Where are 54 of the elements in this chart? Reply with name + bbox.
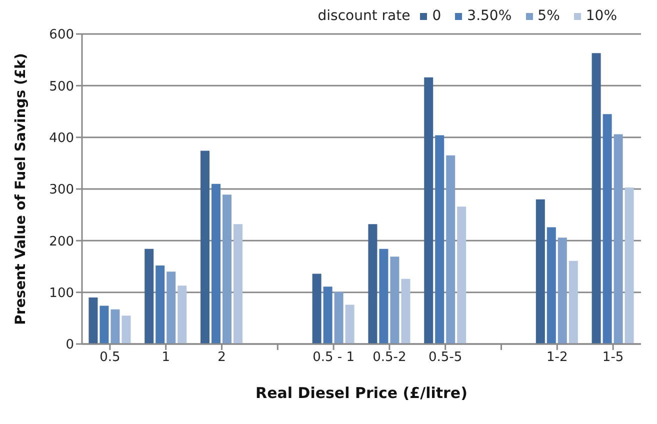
bar: [390, 256, 400, 344]
bar: [602, 114, 612, 344]
bar: [334, 292, 344, 344]
y-tick-label: 200: [49, 234, 74, 250]
bar: [200, 150, 210, 344]
x-tick-label: 0.5-5: [428, 350, 462, 366]
y-tick-label: 100: [49, 286, 74, 301]
y-tick-label: 0: [66, 338, 74, 353]
legend-label: 10%: [584, 8, 617, 24]
bar: [457, 206, 466, 344]
bar: [234, 224, 243, 344]
legend-label: 0: [431, 8, 442, 24]
x-axis-title: Real Diesel Price (£/litre): [256, 384, 468, 402]
bar: [401, 278, 410, 344]
x-tick-label: 0.5 - 1: [312, 350, 355, 366]
x-tick-label: 1: [162, 350, 170, 366]
bar: [546, 227, 556, 344]
y-tick-label: 500: [49, 79, 74, 94]
x-tick-label: 0.5-2: [372, 350, 406, 366]
bar: [424, 77, 434, 344]
bar: [166, 272, 176, 344]
bar: [614, 134, 623, 344]
x-tick-label: 1-2: [546, 350, 568, 366]
bar: [435, 135, 444, 344]
bar: [379, 248, 388, 344]
bar: [592, 53, 601, 344]
bar: [222, 194, 232, 344]
y-tick-label: 600: [49, 28, 74, 43]
bar: [624, 187, 634, 344]
bar: [536, 199, 545, 344]
bar: [558, 238, 567, 344]
bar: [312, 274, 322, 344]
x-tick-label: 2: [218, 350, 226, 366]
y-tick-label: 300: [49, 182, 74, 198]
bar: [156, 265, 165, 344]
legend-label: 5%: [536, 8, 560, 24]
y-axis-title: Present Value of Fuel Savings (£k): [12, 53, 29, 325]
bar: [212, 184, 221, 344]
y-tick-label: 400: [49, 130, 74, 146]
bar: [368, 224, 378, 344]
x-tick-label: 0.5: [100, 350, 120, 366]
bar: [446, 155, 456, 344]
bar: [345, 304, 354, 344]
bar: [88, 298, 98, 344]
bar: [144, 248, 154, 344]
bar: [323, 286, 332, 344]
bar: [100, 306, 109, 344]
bar: [122, 316, 131, 344]
x-tick-label: 1-5: [602, 350, 624, 366]
bar: [178, 286, 187, 344]
bar: [110, 309, 120, 344]
legend-label: 3.50%: [466, 8, 512, 24]
legend-title: discount rate: [318, 8, 410, 24]
bar: [568, 260, 578, 344]
